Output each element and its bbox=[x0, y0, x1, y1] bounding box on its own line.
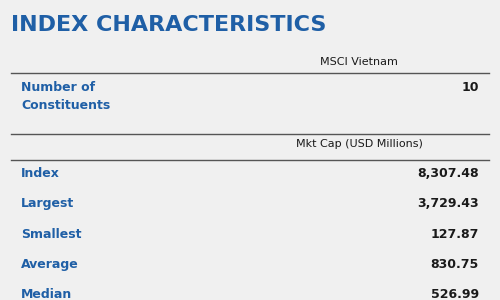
Text: 3,729.43: 3,729.43 bbox=[417, 197, 478, 210]
Text: INDEX CHARACTERISTICS: INDEX CHARACTERISTICS bbox=[12, 15, 326, 34]
Text: 526.99: 526.99 bbox=[430, 289, 478, 300]
Text: 830.75: 830.75 bbox=[430, 258, 478, 271]
Text: Average: Average bbox=[22, 258, 79, 271]
Text: 8,307.48: 8,307.48 bbox=[417, 167, 478, 180]
Text: 127.87: 127.87 bbox=[430, 228, 478, 241]
Text: Mkt Cap (USD Millions): Mkt Cap (USD Millions) bbox=[296, 139, 423, 149]
Text: Number of
Constituents: Number of Constituents bbox=[22, 81, 110, 112]
Text: 10: 10 bbox=[461, 81, 478, 94]
Text: Largest: Largest bbox=[22, 197, 74, 210]
Text: Smallest: Smallest bbox=[22, 228, 82, 241]
Text: MSCI Vietnam: MSCI Vietnam bbox=[320, 57, 398, 67]
Text: Median: Median bbox=[22, 289, 72, 300]
Text: Index: Index bbox=[22, 167, 60, 180]
